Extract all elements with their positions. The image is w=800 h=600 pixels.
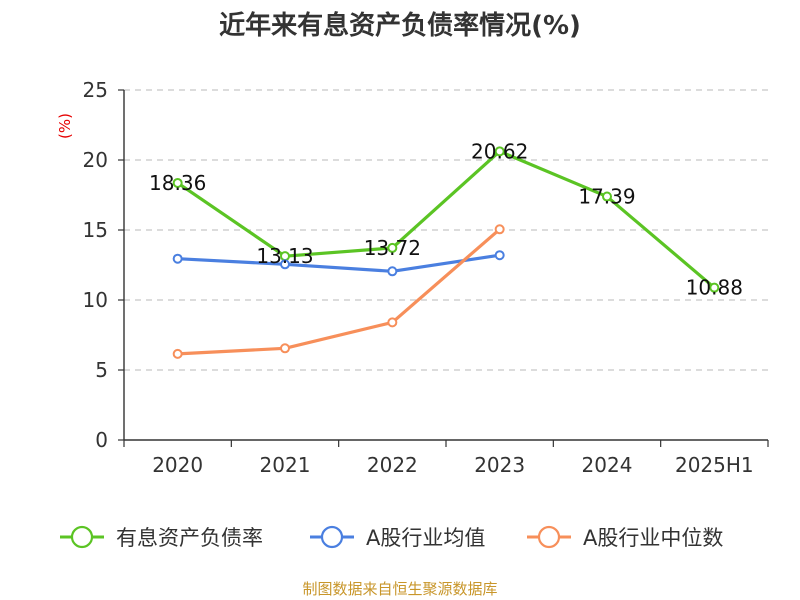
data-point: [494, 250, 505, 261]
series-2: [172, 224, 505, 359]
legend-label: A股行业均值: [366, 526, 485, 550]
series-lines: [172, 146, 720, 359]
data-point: [172, 177, 183, 188]
source-note: 制图数据来自恒生聚源数据库: [302, 580, 497, 598]
data-point: [172, 253, 183, 264]
data-label: 17.39: [578, 185, 635, 209]
legend-item: 有息资产负债率: [60, 525, 263, 550]
y-tick-label: 5: [95, 358, 108, 382]
data-label: 18.36: [149, 171, 206, 195]
legend-marker: [537, 525, 561, 549]
data-point: [172, 348, 183, 359]
x-tick-label: 2021: [260, 453, 311, 477]
y-tick-label: 0: [95, 428, 108, 452]
x-tick-label: 2020: [152, 453, 203, 477]
data-labels: 18.36 13.13 13.72 20.62 17.39 10.88: [149, 139, 743, 299]
data-label: 10.88: [686, 276, 743, 300]
data-point: [387, 317, 398, 328]
x-tick-label: 2024: [582, 453, 633, 477]
data-point: [280, 259, 290, 270]
data-label: 20.62: [471, 139, 528, 163]
x-tick-label: 2025H1: [675, 453, 754, 477]
x-tick-label: 2022: [367, 453, 418, 477]
y-tick-label: 25: [83, 78, 108, 102]
legend-marker: [320, 525, 344, 549]
y-axis-unit-label: (%): [56, 113, 74, 139]
legend-marker: [70, 525, 94, 549]
data-point: [494, 146, 505, 157]
series-line: [176, 149, 716, 290]
data-point: [709, 282, 720, 293]
legend-item: A股行业均值: [310, 525, 485, 550]
legend-label: A股行业中位数: [583, 526, 723, 550]
data-label: 13.13: [256, 244, 313, 268]
data-label: 13.72: [364, 236, 421, 260]
y-tick-label: 10: [83, 288, 108, 312]
data-point: [387, 266, 398, 277]
axes: 0 5 10 15 20 25 2020 2021 2022 2023 2024 2025H1: [83, 78, 769, 477]
y-tick-label: 15: [83, 218, 108, 242]
legend-label: 有息资产负债率: [116, 526, 263, 550]
series-1: [172, 250, 505, 277]
series-line: [176, 253, 502, 273]
legend-item: A股行业中位数: [527, 525, 723, 550]
series-line: [176, 227, 502, 356]
legend: 有息资产负债率 A股行业均值 A股行业中位数: [60, 525, 723, 550]
data-point: [602, 191, 612, 202]
y-tick-label: 20: [83, 148, 108, 172]
gridlines: [124, 89, 768, 371]
data-point: [280, 343, 290, 354]
chart-title: 近年来有息资产负债率情况(%): [219, 10, 581, 41]
series-0: [172, 146, 720, 293]
data-point: [494, 224, 505, 235]
x-tick-label: 2023: [474, 453, 525, 477]
data-point: [387, 242, 398, 253]
